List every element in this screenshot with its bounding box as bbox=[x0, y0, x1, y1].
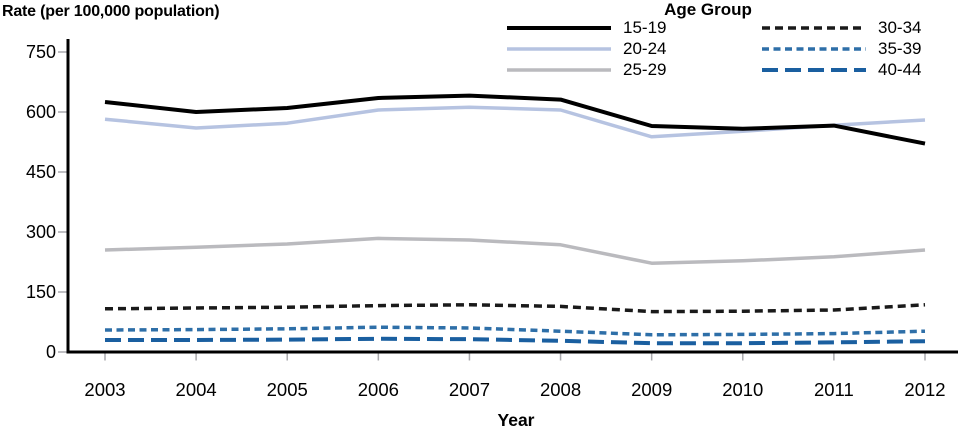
x-tick-label: 2010 bbox=[722, 379, 763, 400]
legend-column-left: 15-19 20-24 25-29 bbox=[507, 17, 666, 80]
x-tick-label: 2008 bbox=[540, 379, 581, 400]
x-tick-label: 2006 bbox=[358, 379, 399, 400]
legend-title: Age Group bbox=[664, 0, 752, 19]
legend-line-sample-30-34 bbox=[762, 25, 866, 30]
x-tick-label: 2003 bbox=[84, 379, 125, 400]
legend-column-right: 30-34 35-39 40-44 bbox=[762, 17, 921, 80]
y-tick-label: 750 bbox=[26, 42, 56, 62]
legend-line-sample-25-29 bbox=[507, 67, 611, 72]
legend-label-30-34: 30-34 bbox=[878, 17, 922, 37]
legend-line-sample-15-19 bbox=[507, 25, 611, 30]
x-tick-label: 2012 bbox=[904, 379, 945, 400]
series-line-40-44 bbox=[105, 336, 926, 346]
legend-label-25-29: 25-29 bbox=[623, 59, 667, 79]
y-tick-label: 0 bbox=[46, 342, 56, 362]
x-tick-label: 2004 bbox=[176, 379, 217, 400]
y-tick-label: 600 bbox=[26, 102, 56, 122]
legend-line-sample-40-44 bbox=[762, 67, 866, 72]
x-tick-label: 2005 bbox=[267, 379, 308, 400]
legend-item-15-19: 15-19 bbox=[507, 17, 666, 38]
legend-item-25-29: 25-29 bbox=[507, 59, 666, 80]
series-line-30-34 bbox=[104, 303, 926, 314]
legend-item-20-24: 20-24 bbox=[507, 38, 666, 59]
legend-label-20-24: 20-24 bbox=[623, 38, 667, 58]
series-line-25-29 bbox=[104, 236, 926, 265]
series-line-15-19 bbox=[104, 93, 926, 146]
legend-label-15-19: 15-19 bbox=[623, 17, 667, 37]
y-axis-title: Rate (per 100,000 population) bbox=[2, 3, 220, 20]
y-tick-label: 150 bbox=[26, 282, 56, 302]
y-tick-label: 300 bbox=[26, 222, 56, 242]
x-tick-label: 2007 bbox=[449, 379, 490, 400]
legend-item-35-39: 35-39 bbox=[762, 38, 921, 59]
legend-line-sample-20-24 bbox=[507, 46, 611, 51]
x-tick-label: 2009 bbox=[631, 379, 672, 400]
x-axis-title: Year bbox=[497, 410, 535, 430]
legend-line-sample-35-39 bbox=[762, 46, 866, 51]
legend-item-40-44: 40-44 bbox=[762, 59, 921, 80]
x-tick-label: 2011 bbox=[814, 379, 854, 400]
legend-label-40-44: 40-44 bbox=[878, 59, 922, 79]
series-line-35-39 bbox=[104, 325, 926, 337]
y-tick-label: 450 bbox=[26, 162, 56, 182]
legend-label-35-39: 35-39 bbox=[878, 38, 922, 58]
legend-item-30-34: 30-34 bbox=[762, 17, 921, 38]
